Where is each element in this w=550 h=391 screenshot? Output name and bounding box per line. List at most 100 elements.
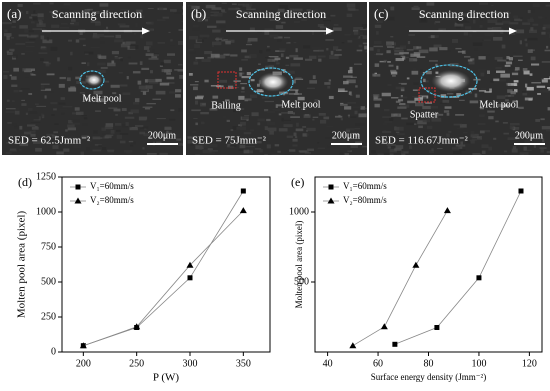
texture bbox=[355, 142, 362, 144]
texture bbox=[68, 40, 72, 42]
texture bbox=[493, 37, 502, 41]
texture bbox=[528, 49, 533, 53]
texture bbox=[456, 21, 463, 23]
texture bbox=[202, 59, 211, 62]
texture bbox=[63, 148, 69, 151]
texture bbox=[21, 103, 26, 106]
scan-heading: Scanning direction bbox=[52, 7, 142, 21]
texture bbox=[289, 93, 299, 94]
texture bbox=[513, 16, 518, 19]
legend-label: V₁=60mm/s bbox=[90, 181, 134, 191]
texture bbox=[101, 128, 106, 131]
texture bbox=[31, 14, 37, 16]
texture bbox=[409, 58, 417, 62]
texture bbox=[25, 77, 29, 79]
x-tick-label: 250 bbox=[129, 358, 144, 369]
texture bbox=[405, 57, 409, 58]
texture bbox=[200, 112, 209, 114]
texture bbox=[91, 21, 101, 23]
texture bbox=[526, 9, 535, 13]
texture bbox=[390, 153, 394, 155]
texture bbox=[493, 79, 499, 82]
texture bbox=[146, 85, 153, 89]
texture bbox=[129, 141, 133, 142]
texture bbox=[27, 124, 35, 126]
texture bbox=[120, 25, 130, 27]
texture bbox=[240, 122, 246, 126]
texture bbox=[79, 38, 85, 40]
texture bbox=[25, 42, 34, 43]
texture bbox=[149, 58, 159, 60]
texture bbox=[295, 136, 297, 137]
texture bbox=[275, 144, 279, 146]
texture bbox=[454, 124, 462, 126]
texture bbox=[377, 49, 380, 52]
texture bbox=[94, 34, 104, 37]
texture bbox=[386, 50, 390, 53]
texture bbox=[250, 95, 257, 98]
texture bbox=[346, 44, 349, 48]
texture bbox=[122, 108, 127, 111]
texture bbox=[313, 117, 318, 118]
texture bbox=[54, 123, 58, 125]
texture bbox=[472, 139, 477, 141]
texture bbox=[201, 122, 205, 125]
texture bbox=[401, 118, 407, 120]
texture bbox=[426, 2, 434, 5]
texture bbox=[395, 127, 404, 131]
texture bbox=[275, 58, 281, 60]
texture bbox=[479, 114, 485, 116]
texture bbox=[154, 54, 159, 56]
texture bbox=[271, 154, 278, 157]
texture bbox=[129, 63, 138, 65]
texture bbox=[95, 110, 101, 111]
texture bbox=[188, 49, 193, 51]
texture bbox=[167, 77, 175, 80]
texture bbox=[28, 93, 32, 95]
texture bbox=[118, 23, 126, 25]
texture bbox=[480, 25, 483, 28]
texture bbox=[384, 60, 387, 62]
texture bbox=[241, 87, 244, 90]
texture bbox=[21, 88, 30, 89]
texture bbox=[503, 133, 508, 135]
texture bbox=[312, 31, 314, 35]
texture bbox=[64, 3, 71, 5]
texture bbox=[7, 52, 13, 55]
texture bbox=[38, 20, 42, 22]
texture bbox=[169, 119, 175, 121]
texture bbox=[279, 128, 288, 131]
texture bbox=[211, 7, 221, 10]
texture bbox=[104, 36, 114, 38]
texture bbox=[195, 123, 198, 126]
texture bbox=[131, 154, 134, 157]
texture bbox=[26, 11, 28, 14]
texture bbox=[332, 148, 342, 150]
texture bbox=[31, 21, 35, 23]
texture bbox=[406, 123, 414, 125]
texture bbox=[318, 59, 321, 62]
texture bbox=[142, 147, 144, 149]
texture bbox=[135, 125, 143, 127]
texture bbox=[281, 118, 283, 122]
texture bbox=[358, 113, 366, 117]
texture bbox=[374, 104, 379, 108]
texture bbox=[127, 76, 129, 79]
texture bbox=[9, 49, 14, 52]
texture bbox=[507, 83, 511, 86]
texture bbox=[193, 118, 197, 119]
texture bbox=[160, 83, 169, 86]
texture bbox=[408, 34, 414, 36]
texture bbox=[107, 150, 114, 151]
texture bbox=[120, 141, 126, 144]
texture bbox=[318, 148, 325, 149]
texture bbox=[279, 48, 285, 51]
texture bbox=[111, 60, 114, 63]
texture bbox=[147, 153, 157, 155]
texture bbox=[382, 93, 391, 97]
texture bbox=[525, 43, 527, 46]
texture bbox=[423, 79, 425, 82]
texture bbox=[130, 45, 139, 49]
texture bbox=[522, 155, 525, 159]
